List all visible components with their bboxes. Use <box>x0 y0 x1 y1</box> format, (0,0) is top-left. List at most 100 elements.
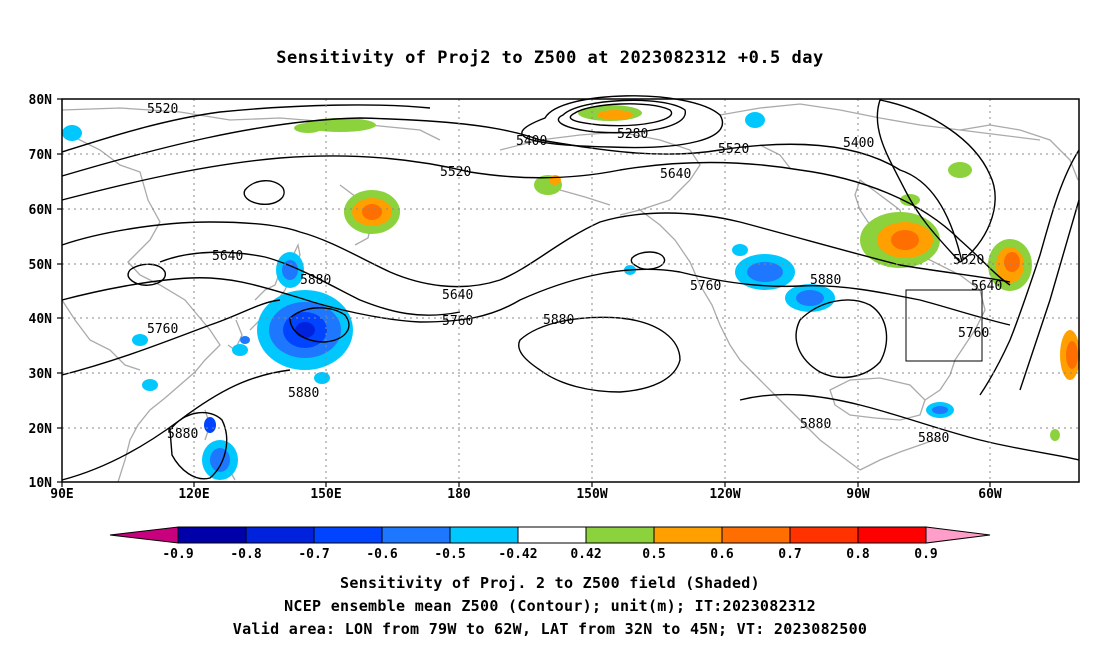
contour-label: 5520 <box>953 253 984 268</box>
contour-label: 5880 <box>918 431 949 446</box>
contour-5280 <box>569 103 673 127</box>
colorbar-tick-label: -0.7 <box>298 547 329 562</box>
colorbar-labels: -0.9 -0.8 -0.7 -0.6 -0.5 -0.42 0.42 0.5 0.6 0.7 0.… <box>162 547 937 562</box>
sensitivity-patch <box>132 334 148 346</box>
contour-label: 5520 <box>440 165 471 180</box>
contour-5640-west <box>159 251 461 316</box>
contour-5880-e2 <box>739 393 1080 461</box>
lat-label: 50N <box>29 258 53 273</box>
contour-label: 5640 <box>212 249 243 264</box>
contour-label: 5760 <box>147 322 178 337</box>
sensitivity-patch <box>210 448 230 472</box>
colorbar-segment <box>313 526 383 544</box>
caption-shaded: Sensitivity of Proj. 2 to Z500 field (Sh… <box>340 574 760 592</box>
sensitivity-patch <box>362 204 382 220</box>
contour-label: 5400 <box>516 134 547 149</box>
colorbar-segment <box>449 526 519 544</box>
contour-5640 <box>61 212 1011 288</box>
lon-label: 90E <box>50 487 73 502</box>
contour-5880-sw <box>169 411 228 480</box>
sensitivity-patch <box>232 344 248 356</box>
contour-label: 5400 <box>843 136 874 151</box>
colorbar-tick-label: -0.6 <box>366 547 397 562</box>
contour-label: 5640 <box>442 288 473 303</box>
sensitivity-patch <box>747 262 783 282</box>
z500-contours <box>61 95 1080 481</box>
colorbar-segment <box>721 526 791 544</box>
colorbar-tick-label: -0.42 <box>498 547 537 562</box>
contour-label: 5880 <box>810 273 841 288</box>
colorbar-tick-label: -0.8 <box>230 547 261 562</box>
sensitivity-patch <box>948 162 972 178</box>
contour-5520-a <box>61 104 431 153</box>
contour-5760 <box>61 268 1011 326</box>
colorbar-segment <box>857 526 927 544</box>
colorbar-min-arrow <box>109 526 179 544</box>
colorbar-tick-label: 0.7 <box>778 547 801 562</box>
contour-label: 5880 <box>543 313 574 328</box>
lat-label: 10N <box>29 476 53 491</box>
lat-label: 30N <box>29 367 53 382</box>
contour-5400b <box>876 99 996 263</box>
sensitivity-patch <box>304 118 376 132</box>
grid-lines <box>62 99 1079 482</box>
colorbar-tick-label: 0.9 <box>914 547 937 562</box>
sensitivity-patch <box>295 322 315 338</box>
colorbar-segment <box>177 526 247 544</box>
axis-ticks <box>57 98 991 487</box>
colorbar-segment <box>789 526 859 544</box>
contour-label: 5520 <box>147 102 178 117</box>
contour-5280b <box>557 99 686 134</box>
contour-labels: 5520 5280 5400 5520 5400 5520 5640 5640 … <box>147 102 1002 446</box>
contour-small-a <box>243 180 285 205</box>
colorbar-tick-label: 0.42 <box>570 547 601 562</box>
sensitivity-patch <box>282 260 298 280</box>
lat-label: 60N <box>29 203 53 218</box>
contour-5520-north <box>61 117 963 263</box>
coastlines <box>61 103 1079 483</box>
colorbar-tick-label: -0.9 <box>162 547 193 562</box>
contour-label: 5760 <box>690 279 721 294</box>
contour-label: 5640 <box>660 167 691 182</box>
contour-label: 5880 <box>300 273 331 288</box>
sensitivity-patch <box>549 175 561 185</box>
contour-label: 5880 <box>288 386 319 401</box>
caption-contour: NCEP ensemble mean Z500 (Contour); unit(… <box>284 597 816 615</box>
sensitivity-patch <box>796 290 824 306</box>
lon-label: 120W <box>709 487 740 502</box>
sensitivity-patch <box>204 417 216 433</box>
contour-label: 5520 <box>718 142 749 157</box>
contour-5880-east <box>795 299 888 379</box>
longitude-labels: 90E 120E 150E 180 150W 120W 90W 60W <box>50 487 1002 502</box>
colorbar-tick-label: -0.5 <box>434 547 465 562</box>
map-title: Sensitivity of Proj2 to Z500 at 20230823… <box>276 48 824 68</box>
lon-label: 60W <box>978 487 1002 502</box>
valid-area-box <box>905 289 983 362</box>
colorbar-segment <box>585 526 655 544</box>
map-frame <box>61 98 1080 483</box>
sensitivity-patch <box>1004 252 1020 272</box>
colorbar-segment <box>381 526 451 544</box>
sensitivity-patch <box>1066 341 1078 369</box>
colorbar-tick-label: 0.8 <box>846 547 870 562</box>
sensitivity-patch <box>745 112 765 128</box>
sensitivity-patch <box>62 125 82 141</box>
lon-label: 90W <box>846 487 870 502</box>
sensitivity-patch <box>142 379 158 391</box>
caption-valid-area: Valid area: LON from 79W to 62W, LAT fro… <box>232 620 868 638</box>
contour-5400a <box>521 95 723 149</box>
contour-small-b <box>127 263 166 286</box>
contour-label: 5280 <box>617 127 648 142</box>
sensitivity-patch <box>240 336 250 344</box>
lat-label: 70N <box>29 148 53 163</box>
sensitivity-patch <box>891 230 919 250</box>
sensitivity-patch <box>294 123 322 133</box>
colorbar-segment <box>517 526 587 544</box>
lon-label: 120E <box>178 487 209 502</box>
sensitivity-shading <box>62 105 1080 480</box>
lon-label: 150W <box>576 487 607 502</box>
lat-label: 20N <box>29 422 53 437</box>
lat-label: 40N <box>29 312 53 327</box>
contour-5520-inner <box>61 155 1011 286</box>
contour-label: 5760 <box>958 326 989 341</box>
